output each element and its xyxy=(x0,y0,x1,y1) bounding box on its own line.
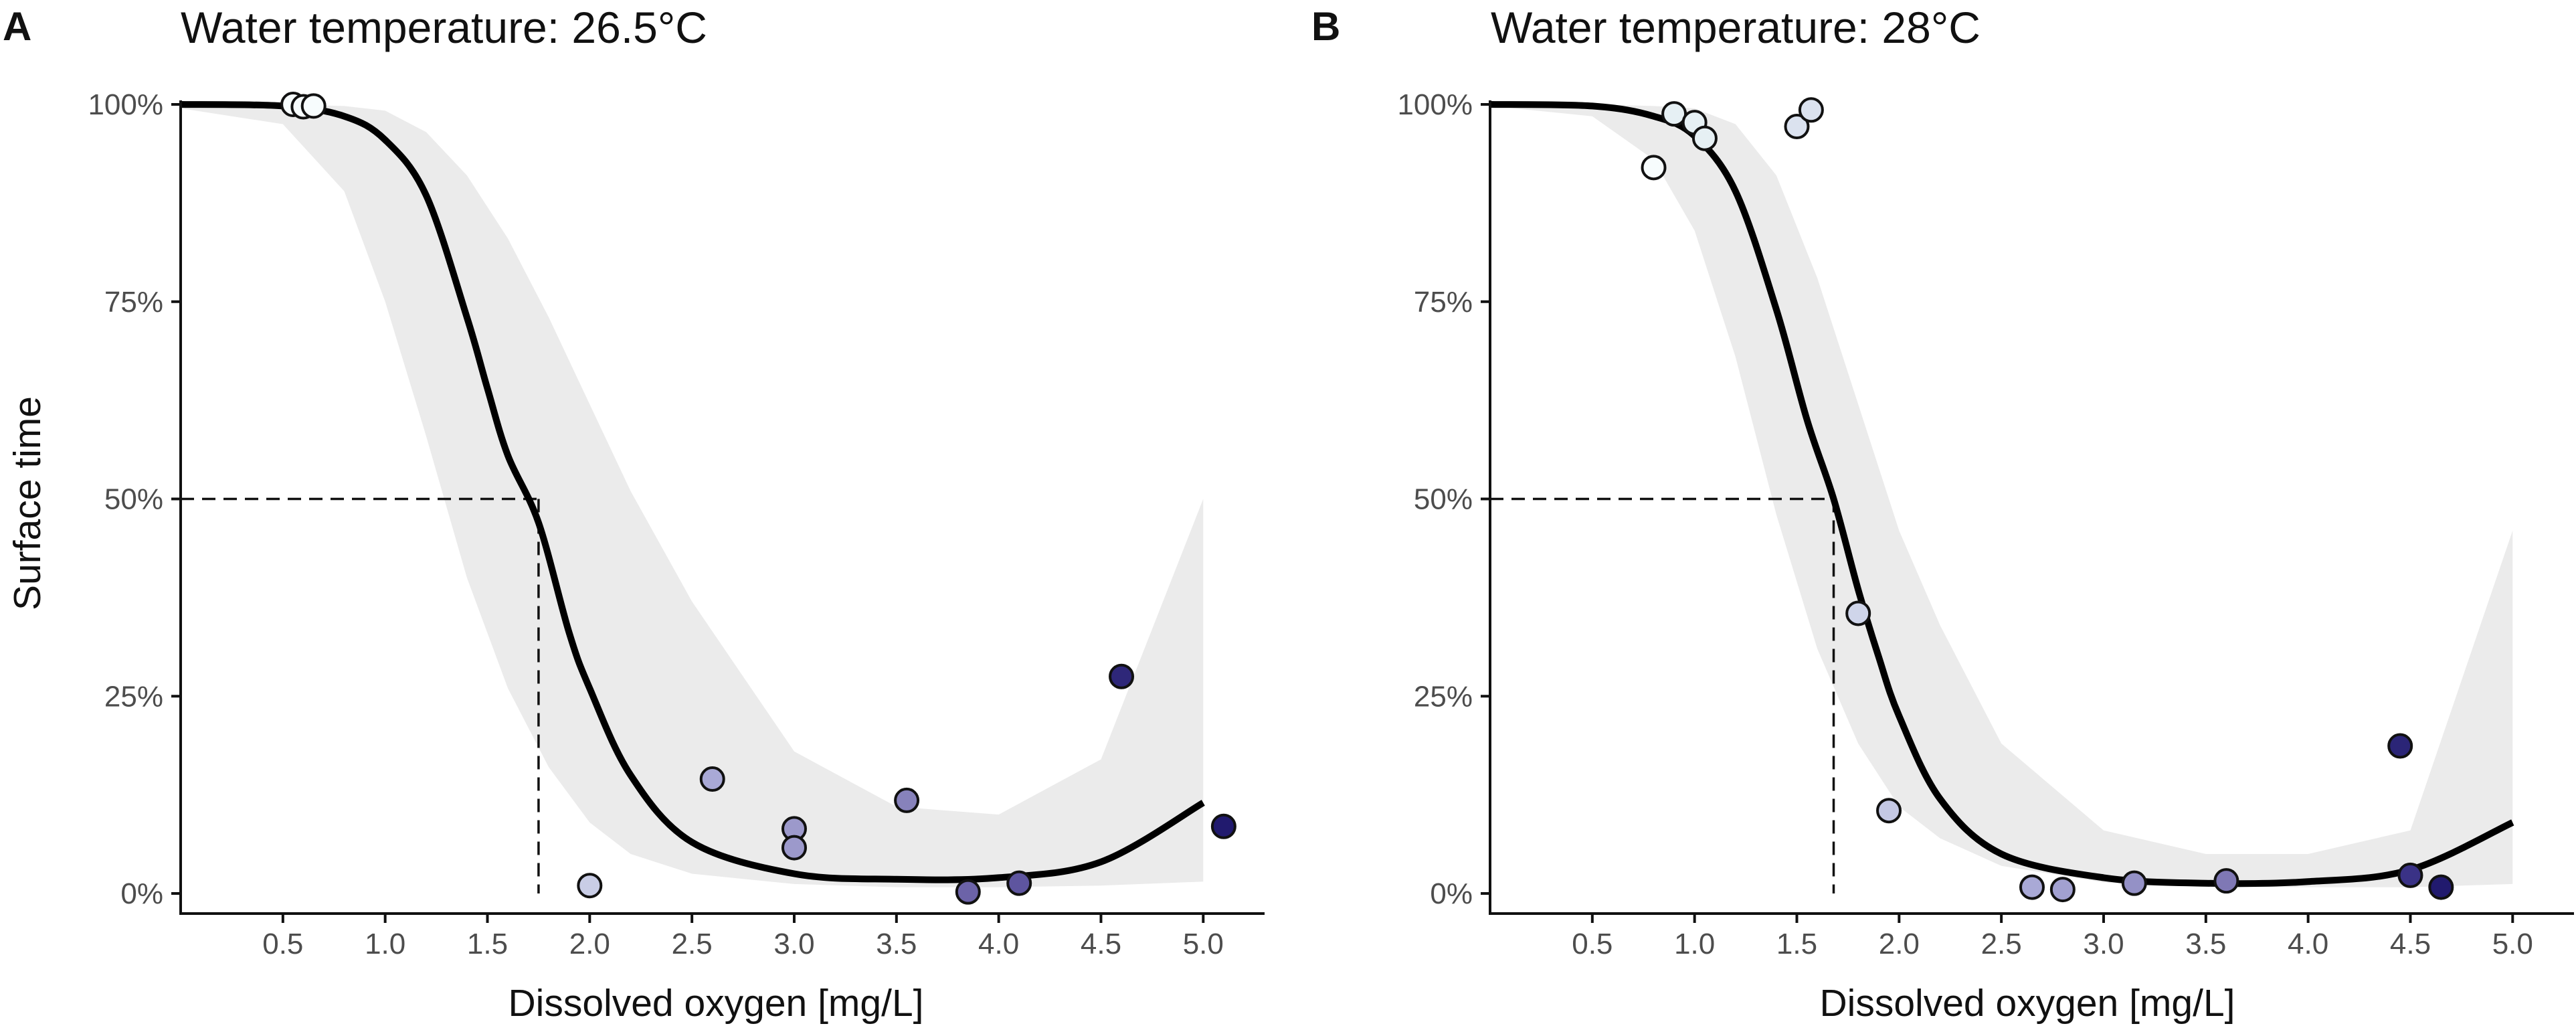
panel-b-x-axis-title: Dissolved oxygen [mg/L] xyxy=(1820,982,2235,1025)
panel-a-data-point xyxy=(1006,870,1032,896)
panel-b-data-point xyxy=(1798,97,1824,123)
panel-b-title: Water temperature: 28°C xyxy=(1491,3,1981,52)
panel-b-ci-area xyxy=(1490,104,2513,887)
panel-b-data-point xyxy=(1784,114,1810,140)
panel-b-data-point xyxy=(1845,600,1871,626)
panel-a-title: Water temperature: 26.5°C xyxy=(181,3,707,52)
panel-b-x-tick-label: 4.5 xyxy=(2390,928,2431,960)
panel-a-fit-line xyxy=(180,101,1205,883)
panel-b-x-tick-label: 2.5 xyxy=(1981,928,2022,960)
panel-b-data-point xyxy=(2387,733,2413,759)
panel-b-x-tick-label: 3.5 xyxy=(2185,928,2226,960)
panel-a-data-point xyxy=(1109,663,1135,689)
panel-a-data-point xyxy=(894,787,920,813)
panel-b-data-point xyxy=(2121,870,2147,896)
panel-b-data-point xyxy=(1691,125,1718,151)
panel-a-points xyxy=(280,92,1236,905)
panel-b-data-point xyxy=(2019,874,2045,900)
panel-a-y-tick-label: 100% xyxy=(88,88,163,121)
panel-a-letter: A xyxy=(3,4,31,49)
panel-a-x-tick-label: 0.5 xyxy=(262,928,303,960)
panel-b-x-tick-label: 4.0 xyxy=(2288,928,2328,960)
panel-b-x-tick-label: 3.0 xyxy=(2083,928,2124,960)
panel-b-threshold-lines xyxy=(1490,497,1835,893)
panel-a-y-tick-label: 75% xyxy=(104,286,163,319)
panel-a-data-point xyxy=(300,93,327,119)
panel-a-x-tick-label: 2.0 xyxy=(569,928,610,960)
panel-b-x-tick-label: 1.5 xyxy=(1776,928,1817,960)
panel-a-ci-area xyxy=(181,104,1204,887)
panel-b-axes: 0.5 1.0 1.5 2.0 2.5 3.0 3.5 4.0 4.5 5.0 0% 25% 50% 75… xyxy=(1397,88,2574,960)
panel-b: B Water temperature: 28°C 0.5 1.0 1.5 2.0 2.… xyxy=(1311,3,2574,1025)
panel-a-x-tick-label: 3.5 xyxy=(876,928,917,960)
panel-b-data-point xyxy=(2428,874,2454,900)
panel-a: A Water temperature: 26.5°C 0.5 1.0 1.5 2.0… xyxy=(3,3,1265,1025)
panel-b-data-point xyxy=(2213,868,2239,894)
panel-b-data-point xyxy=(2397,862,2423,888)
panel-a-x-tick-label: 5.0 xyxy=(1183,928,1224,960)
panel-b-y-tick-label: 0% xyxy=(1430,877,1473,910)
panel-a-x-tick-label: 1.0 xyxy=(365,928,405,960)
panel-a-x-axis-title: Dissolved oxygen [mg/L] xyxy=(509,982,924,1025)
panel-a-x-tick-label: 4.5 xyxy=(1081,928,1121,960)
panel-b-x-tick-label: 2.0 xyxy=(1879,928,1920,960)
panel-b-x-tick-label: 1.0 xyxy=(1674,928,1715,960)
panel-a-y-axis-title: Surface time xyxy=(6,396,49,610)
panel-a-data-point xyxy=(1210,813,1236,839)
panel-a-x-tick-label: 2.5 xyxy=(672,928,713,960)
panel-b-confidence-band xyxy=(1490,104,2513,887)
panel-a-x-tick-label: 4.0 xyxy=(978,928,1019,960)
panel-b-data-point xyxy=(1876,798,1902,824)
panel-a-data-point xyxy=(577,873,603,899)
panel-a-data-point xyxy=(699,766,725,792)
panel-a-x-tick-label: 3.0 xyxy=(773,928,814,960)
panel-a-threshold-lines xyxy=(181,497,540,893)
panel-a-y-tick-label: 50% xyxy=(104,483,163,516)
panel-b-y-tick-label: 75% xyxy=(1414,286,1473,319)
panel-b-y-tick-label: 100% xyxy=(1397,88,1473,121)
panel-b-x-tick-label: 5.0 xyxy=(2492,928,2533,960)
panel-b-x-tick-label: 0.5 xyxy=(1572,928,1613,960)
panel-a-x-tick-label: 1.5 xyxy=(467,928,508,960)
panel-b-data-point xyxy=(1641,155,1667,181)
panel-a-y-tick-label: 0% xyxy=(120,877,163,910)
panel-b-data-point xyxy=(2049,877,2076,903)
panel-b-letter: B xyxy=(1311,4,1340,49)
panel-a-fit-curve xyxy=(180,101,1205,883)
panel-a-data-point xyxy=(955,879,981,905)
panel-a-data-point xyxy=(781,835,807,861)
panel-b-y-tick-label: 25% xyxy=(1414,680,1473,713)
panel-b-y-tick-label: 50% xyxy=(1414,483,1473,516)
panel-a-y-tick-label: 25% xyxy=(104,680,163,713)
panel-a-confidence-band xyxy=(181,104,1204,887)
panel-b-points xyxy=(1641,97,2454,903)
panel-a-axes: 0.5 1.0 1.5 2.0 2.5 3.0 3.5 4.0 4.5 5.0 0% 25% 50% 75… xyxy=(88,88,1265,960)
